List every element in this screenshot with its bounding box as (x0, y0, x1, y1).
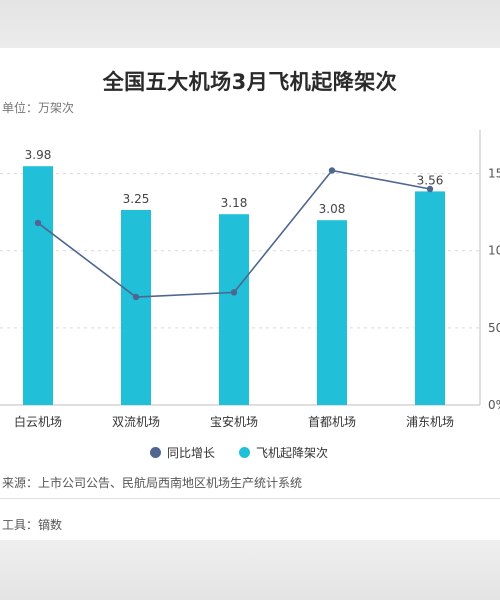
line-point (132, 293, 140, 301)
background-top (0, 0, 500, 48)
bar-series (23, 166, 445, 405)
bar-value-label: 3.98 (25, 148, 52, 162)
x-tick-label: 双流机场 (112, 415, 160, 429)
line-point (328, 167, 336, 174)
line-series (34, 167, 434, 301)
bar (121, 210, 151, 405)
right-tick-label: 100 (488, 244, 500, 258)
tool-text: 工具：镝数 (2, 518, 63, 532)
right-tick-labels: 0% 50 100 150 (488, 167, 500, 412)
line-point (230, 289, 238, 296)
bar (317, 220, 347, 405)
bar-value-labels: 3.98 3.25 3.18 3.08 3.56 (25, 148, 444, 216)
legend-line-label: 同比增长 (167, 446, 216, 460)
x-tick-label: 宝安机场 (210, 414, 258, 429)
bar-value-label: 3.56 (417, 173, 444, 187)
bar (23, 166, 53, 405)
line-point (34, 219, 42, 227)
bar-value-label: 3.08 (319, 202, 346, 216)
bar (415, 191, 445, 405)
divider (0, 498, 500, 499)
legend-line-dot-icon (150, 447, 161, 458)
unit-label: 单位：万架次 (2, 101, 75, 115)
bar (219, 214, 249, 405)
background-bottom (0, 540, 500, 600)
right-tick-label: 0% (488, 398, 500, 412)
x-tick-label: 白云机场 (14, 414, 62, 429)
legend-bar-label: 飞机起降架次 (256, 446, 329, 460)
source-text: 来源：上市公司公告、民航局西南地区机场生产统计系统 (2, 476, 303, 490)
legend-item-line[interactable]: 同比增长 (150, 444, 215, 461)
right-tick-label: 50 (488, 321, 500, 335)
legend: 同比增长 飞机起降架次 (150, 444, 328, 461)
legend-bar-dot-icon (239, 447, 251, 458)
bar-value-label: 3.18 (221, 196, 248, 210)
x-tick-labels: 白云机场 双流机场 宝安机场 首都机场 浦东机场 (14, 414, 454, 429)
right-tick-label: 150 (488, 167, 500, 181)
x-tick-label: 浦东机场 (406, 415, 454, 429)
x-tick-label: 首都机场 (308, 415, 356, 429)
legend-item-bar[interactable]: 飞机起降架次 (239, 444, 328, 461)
line-point (426, 185, 434, 193)
bar-value-label: 3.25 (123, 192, 150, 206)
chart-title: 全国五大机场3月飞机起降架次 (102, 70, 398, 94)
